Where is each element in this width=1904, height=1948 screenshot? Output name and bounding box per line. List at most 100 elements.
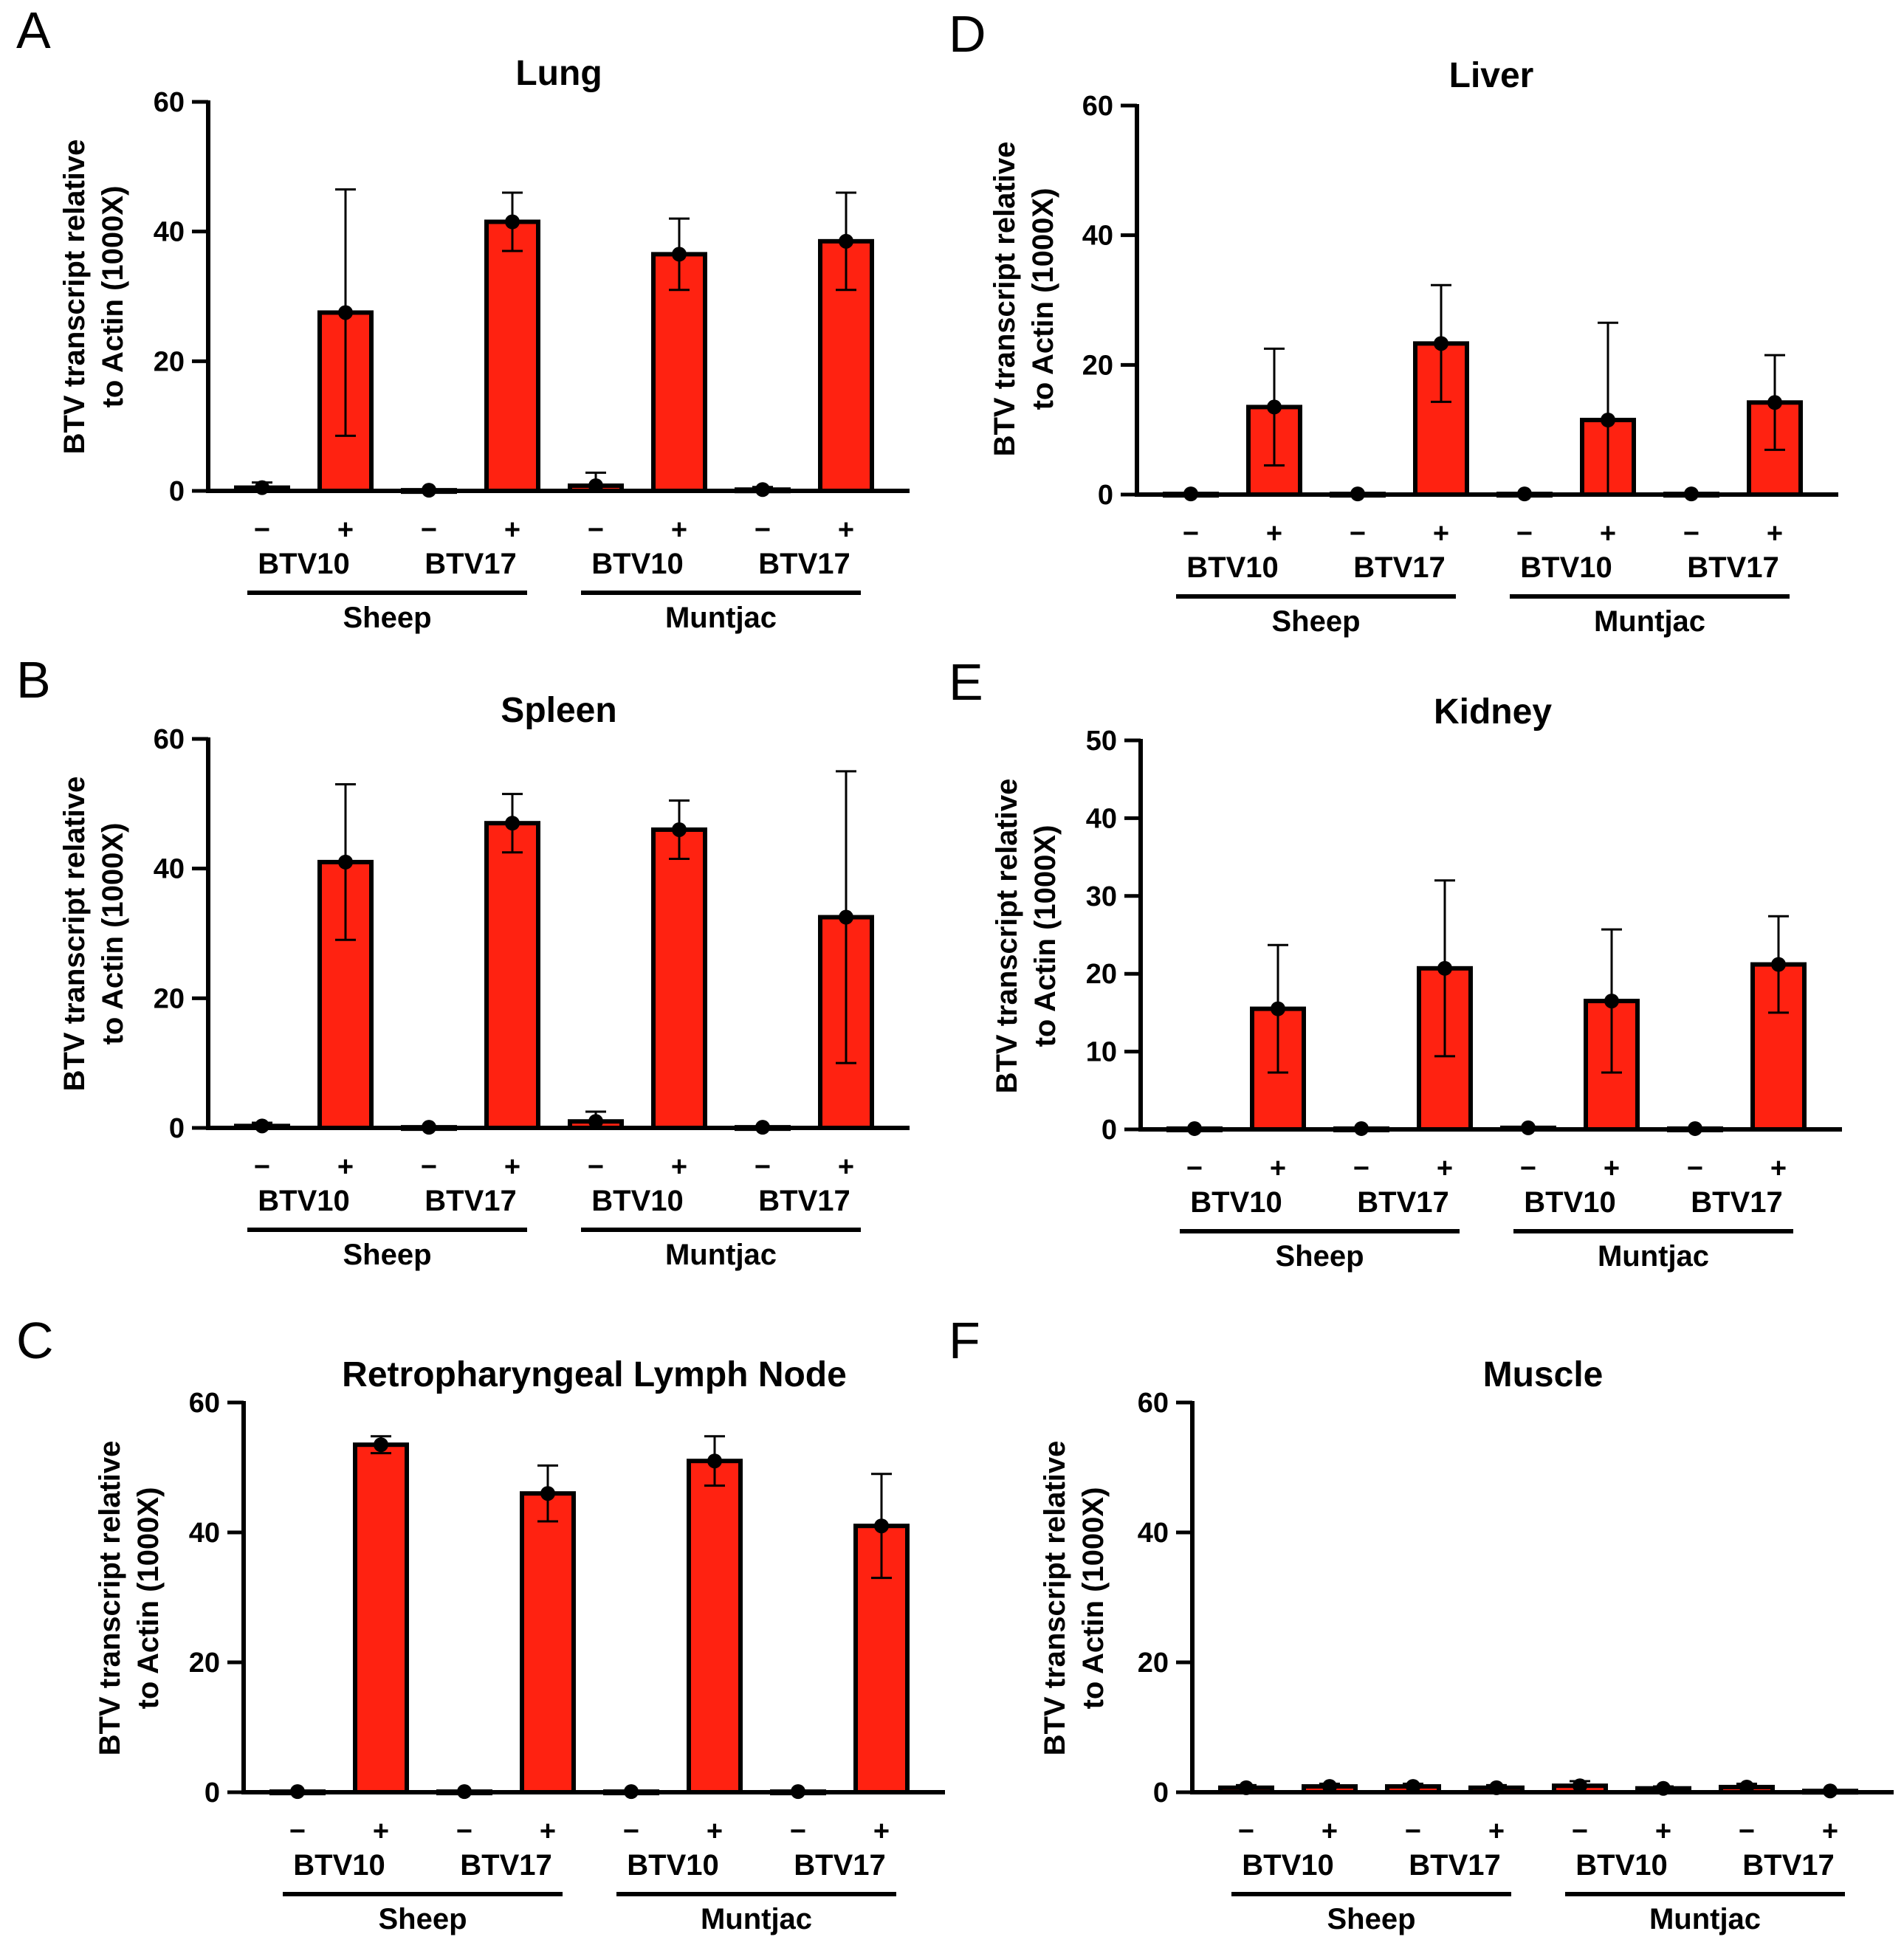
y-tick-label: 20 [154,983,185,1014]
category-label: BTV17 [1742,1849,1835,1882]
group-label: Sheep [343,1239,431,1271]
data-point [1183,486,1198,502]
chart-panel-c: C Retropharyngeal Lymph Node BTV transcrip… [16,1312,945,1935]
y-tick-label: 40 [154,854,185,885]
y-tick-label: 0 [1098,480,1113,511]
data-point [588,1114,603,1129]
category-label: BTV17 [425,1185,517,1217]
data-point [791,1784,805,1800]
chart-panel-e: E Kidney BTV transcript relative to Actin (… [949,653,1842,1273]
y-tick-label: 0 [169,476,185,507]
data-point [374,1437,388,1453]
treatment-sign: − [421,514,437,545]
y-axis-label: BTV transcript relative [58,777,91,1092]
category-label: BTV17 [794,1849,886,1882]
category-label: BTV10 [627,1849,719,1882]
chart-title: Kidney [1434,692,1552,732]
treatment-sign: + [1270,1153,1286,1184]
treatment-sign: − [1520,1153,1536,1184]
chart-panel-a: A Lung BTV transcript relative to Actin (10… [16,1,910,634]
panel-letter: B [16,651,51,709]
y-tick-label: 60 [154,87,185,118]
chart-title: Lung [515,54,602,93]
treatment-sign: − [1405,1816,1421,1847]
treatment-sign: − [755,514,771,545]
category-label: BTV17 [758,548,850,580]
category-label: BTV17 [460,1849,552,1882]
treatment-sign: − [254,1152,270,1183]
treatment-sign: + [873,1816,890,1847]
treatment-sign: − [790,1816,806,1847]
data-point [255,480,269,495]
data-point [290,1784,305,1800]
chart-title: Retropharyngeal Lymph Node [342,1355,847,1394]
category-label: BTV17 [1409,1849,1501,1882]
data-point [1322,1779,1337,1794]
treatment-sign: − [1516,518,1533,549]
data-point [338,305,353,320]
y-tick-label: 40 [1082,221,1113,252]
y-tick-label: 60 [1082,91,1113,122]
data-point [422,1120,436,1135]
treatment-sign: + [373,1816,389,1847]
y-axis-label: to Actin (1000X) [1029,825,1062,1047]
group-label: Muntjac [665,1239,777,1271]
treatment-sign: − [1687,1153,1703,1184]
treatment-sign: + [540,1816,556,1847]
treatment-sign: + [1488,1816,1505,1847]
y-axis-label: to Actin (1000X) [97,186,129,408]
data-point [755,482,770,498]
treatment-sign: − [623,1816,639,1847]
category-label: BTV10 [258,1185,350,1217]
category-label: BTV10 [1575,1849,1668,1882]
treatment-sign: − [1350,518,1366,549]
treatment-sign: − [1186,1153,1203,1184]
category-label: BTV10 [591,1185,684,1217]
y-tick-label: 60 [1138,1388,1169,1419]
data-point [1271,1001,1285,1016]
data-point [457,1784,472,1800]
chart-title: Spleen [501,691,616,730]
data-point [1684,486,1699,502]
data-point [1239,1780,1254,1795]
y-axis-label: BTV transcript relative [58,140,91,455]
treatment-sign: − [1183,518,1199,549]
y-tick-label: 0 [1153,1777,1169,1808]
data-point [1489,1780,1504,1795]
data-point [1434,336,1448,351]
y-tick-label: 30 [1086,881,1117,912]
treatment-sign: − [1739,1816,1755,1847]
treatment-sign: − [254,514,270,545]
treatment-sign: + [671,514,687,545]
group-label: Sheep [378,1903,467,1935]
panel-letter: E [949,653,983,711]
bar [484,821,540,1131]
y-tick-label: 0 [1101,1115,1117,1146]
category-label: BTV17 [425,548,517,580]
y-tick-label: 40 [154,217,185,248]
bar [687,1459,743,1794]
chart-title: Liver [1449,56,1534,95]
y-tick-label: 40 [189,1518,220,1549]
data-point [1823,1783,1838,1799]
treatment-sign: + [337,1152,354,1183]
y-tick-label: 0 [169,1113,185,1144]
data-point [1771,957,1786,972]
data-point [255,1118,269,1134]
panel-letter: D [949,5,986,63]
bar [651,827,707,1130]
treatment-sign: − [1238,1816,1254,1847]
chart-panel-d: D Liver BTV transcript relative to Actin (1… [949,5,1838,638]
treatment-sign: − [1353,1153,1369,1184]
treatment-sign: − [588,1152,604,1183]
y-tick-label: 60 [154,724,185,755]
treatment-sign: + [1600,518,1616,549]
treatment-sign: − [421,1152,437,1183]
panel-letter: A [16,1,51,59]
chart-panel-b: B Spleen BTV transcript relative to Actin (… [16,651,910,1271]
group-label: Sheep [1271,605,1360,638]
category-label: BTV17 [1357,1186,1449,1219]
treatment-sign: + [1266,518,1282,549]
data-point [1350,486,1365,502]
group-label: Muntjac [1594,605,1705,638]
